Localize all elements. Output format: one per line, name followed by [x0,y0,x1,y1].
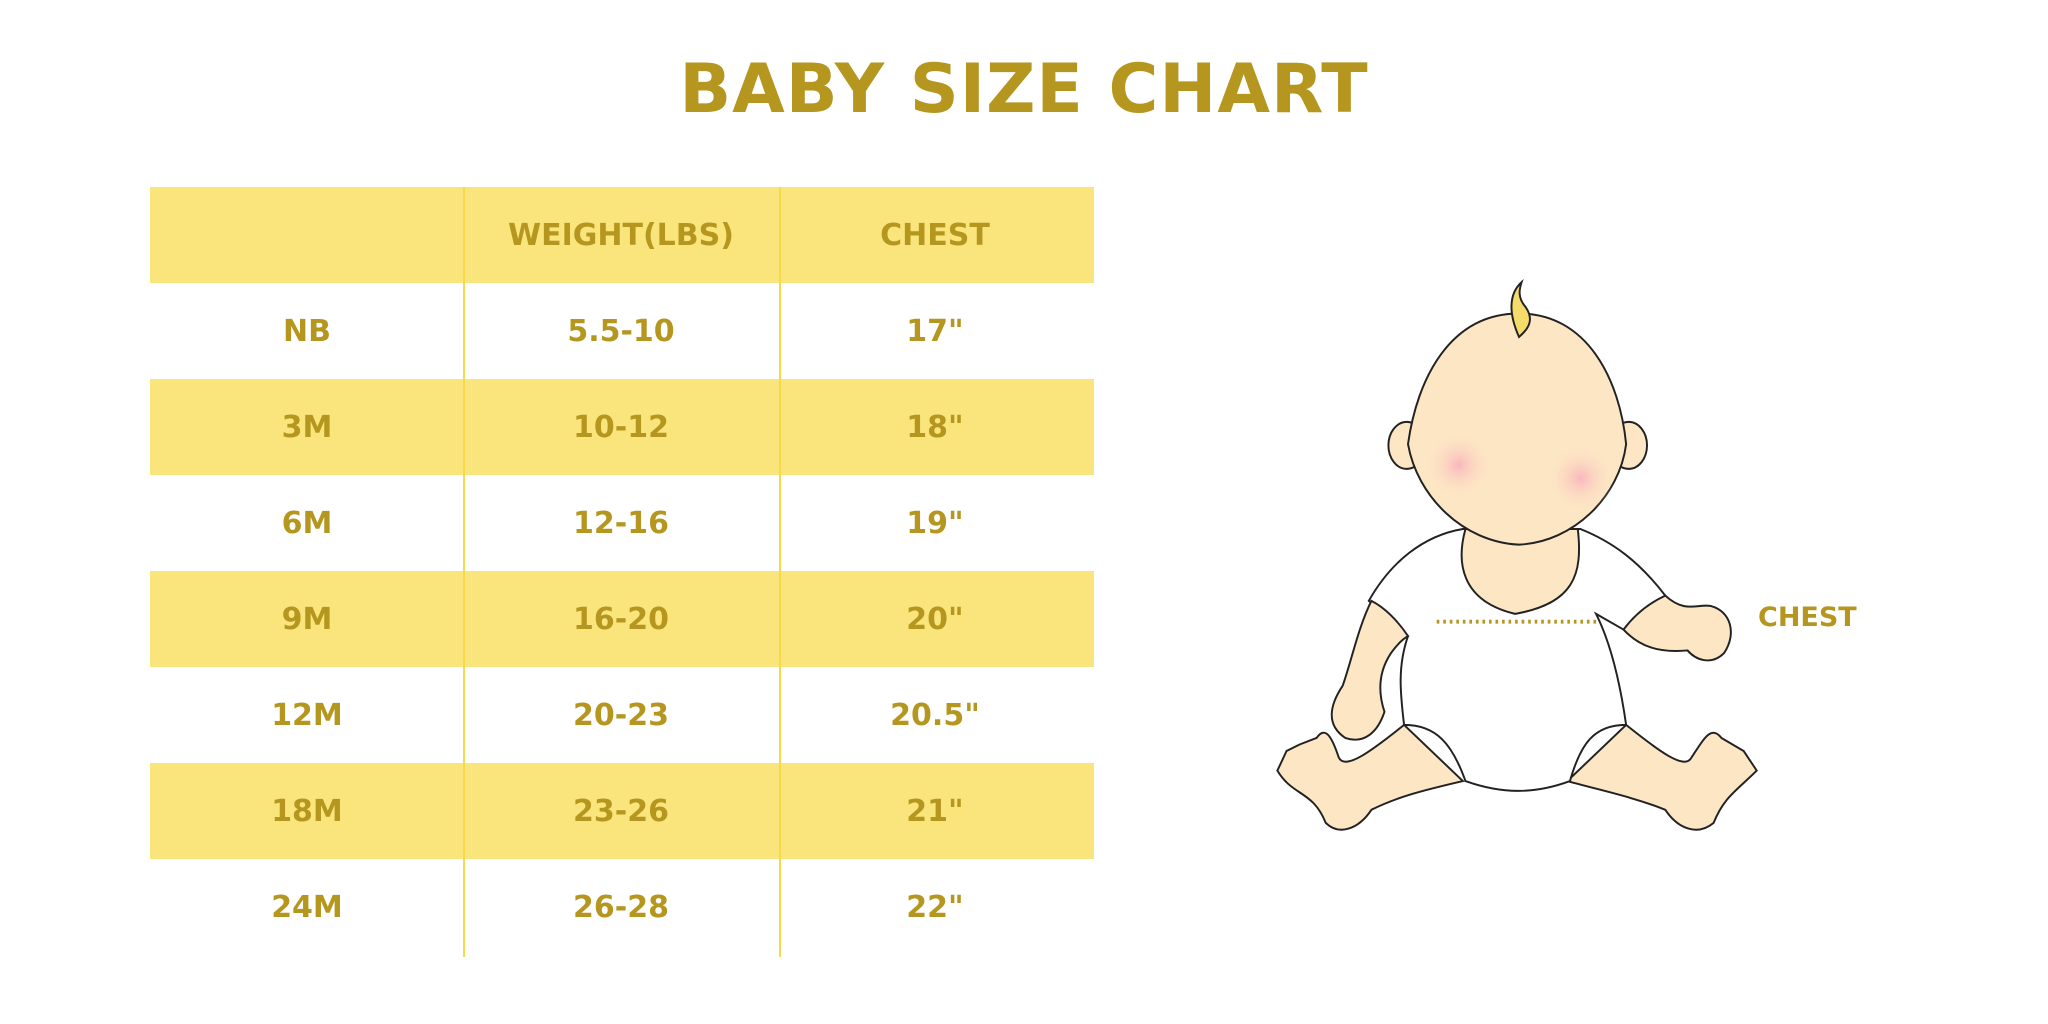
cell-size: 6M [281,505,333,541]
cell-size: 12M [271,697,343,733]
page-title: BABY SIZE CHART [679,50,1369,129]
header-chest: CHEST [880,217,990,253]
cell-chest: 22" [906,889,964,925]
hair-curl [1510,278,1531,339]
cell-chest: 19" [906,505,964,541]
column-divider [779,187,781,957]
right-cheek [1546,444,1615,512]
cell-chest: 17" [906,313,964,349]
cell-size: 18M [271,793,343,829]
table-row: 3M 10-12 18" [150,379,1094,475]
right-arm [1622,594,1732,662]
cell-weight: 26-28 [573,889,669,925]
cell-weight: 5.5-10 [567,313,675,349]
table-row: 24M 26-28 22" [150,859,1094,955]
table-header-row: WEIGHT(LBS) CHEST [150,187,1094,283]
table-row: 18M 23-26 21" [150,763,1094,859]
head [1407,312,1628,546]
table-row: 12M 20-23 20.5" [150,667,1094,763]
cell-size: 24M [271,889,343,925]
column-divider [463,187,465,957]
cell-weight: 20-23 [573,697,669,733]
table-row: 6M 12-16 19" [150,475,1094,571]
left-cheek [1424,431,1493,499]
left-arm [1330,599,1410,741]
cell-size: 9M [281,601,333,637]
neck [1460,528,1581,615]
cell-weight: 16-20 [573,601,669,637]
cell-size: NB [283,313,331,349]
table-row: NB 5.5-10 17" [150,283,1094,379]
left-leg [1276,723,1465,831]
cell-chest: 21" [906,793,964,829]
cell-weight: 10-12 [573,409,669,445]
cell-chest: 20.5" [890,697,980,733]
chest-label: CHEST [1758,602,1857,633]
cell-weight: 23-26 [573,793,669,829]
table-row: 9M 16-20 20" [150,571,1094,667]
cell-size: 3M [281,409,333,445]
header-weight: WEIGHT(LBS) [508,217,734,253]
right-leg [1565,723,1758,831]
cell-chest: 20" [906,601,964,637]
cell-weight: 12-16 [573,505,669,541]
size-table: WEIGHT(LBS) CHEST NB 5.5-10 17" 3M 10-12 18" 6… [150,187,1094,955]
cell-chest: 18" [906,409,964,445]
